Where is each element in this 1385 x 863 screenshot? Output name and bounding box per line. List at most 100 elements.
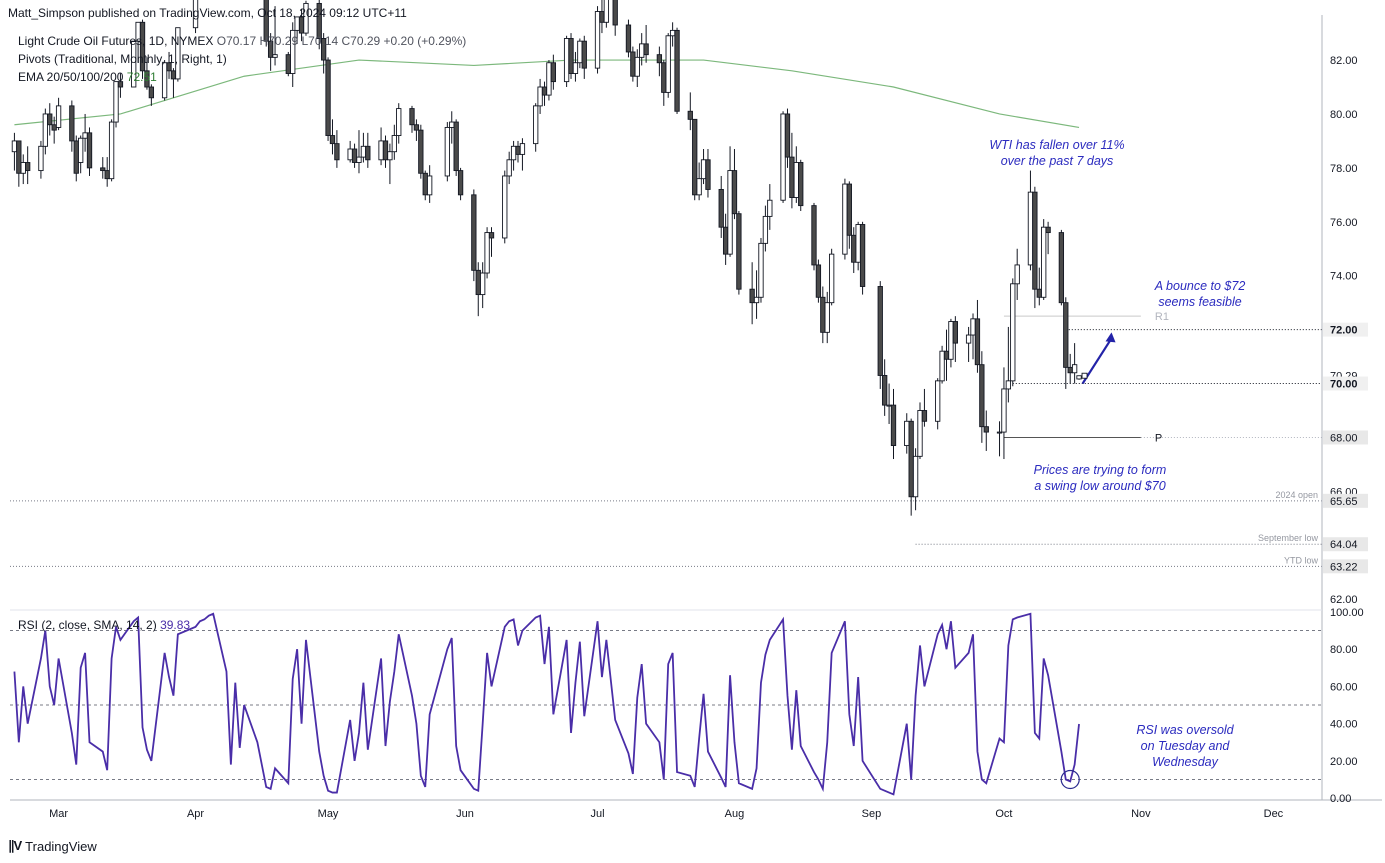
- candle: [320, 33, 327, 74]
- candle-body: [144, 70, 150, 88]
- candle: [38, 140, 44, 179]
- candle: [409, 105, 415, 133]
- rsi-tick-label: 40.00: [1330, 719, 1358, 731]
- candle-body: [581, 40, 587, 69]
- candle-body: [974, 318, 981, 366]
- legend-symbol-name: Light Crude Oil Futures, 1D, NYMEX: [18, 34, 214, 48]
- candle: [480, 262, 486, 309]
- tradingview-logo[interactable]: ∥V TradingView: [8, 838, 97, 854]
- candle-body: [877, 286, 883, 376]
- candle: [471, 189, 477, 282]
- candle-body: [139, 21, 146, 72]
- price-label: 72.00: [1330, 325, 1358, 337]
- candle: [285, 51, 291, 77]
- candle: [1041, 219, 1047, 300]
- candle: [1014, 248, 1020, 300]
- candle-body: [453, 121, 459, 172]
- candle: [108, 119, 115, 182]
- candle-body: [550, 62, 557, 83]
- candle-body: [25, 162, 31, 172]
- last-price-marker: [1081, 372, 1088, 379]
- legend-ema-label: EMA 20/50/100/200: [18, 70, 124, 84]
- candle: [780, 111, 786, 203]
- candle-body: [563, 38, 570, 83]
- candle: [418, 124, 424, 179]
- month-tick-label: Jun: [456, 808, 474, 820]
- candle-body: [409, 108, 415, 126]
- candle-body: [1001, 388, 1007, 433]
- candle: [537, 78, 543, 114]
- candle: [457, 167, 464, 201]
- candle-body: [316, 2, 322, 39]
- candle: [325, 57, 331, 141]
- legend-rsi[interactable]: RSI (2, close, SMA, 14, 2) 39.83: [18, 618, 190, 632]
- candle-body: [303, 2, 309, 34]
- level-label: YTD low: [1284, 555, 1319, 565]
- candle-body: [921, 410, 928, 422]
- candle-body: [427, 175, 433, 196]
- legend-symbol[interactable]: Light Crude Oil Futures, 1D, NYMEX O70.1…: [18, 34, 466, 48]
- candle: [753, 270, 760, 319]
- note-line: a swing low around $70: [1034, 479, 1166, 493]
- bounce-arrow-head: [1105, 332, 1116, 343]
- level-label: September low: [1258, 533, 1319, 543]
- candle: [303, 0, 309, 36]
- candle: [731, 149, 738, 220]
- candle: [882, 359, 888, 416]
- candle: [979, 351, 985, 443]
- candle-body: [488, 232, 495, 239]
- legend-ema[interactable]: EMA 20/50/100/200 72.51: [18, 70, 157, 84]
- candle: [696, 162, 702, 201]
- candle-body: [131, 40, 137, 88]
- candle: [749, 262, 755, 325]
- price-label: 65.65: [1330, 496, 1358, 508]
- candle: [687, 92, 693, 131]
- candle-body: [541, 86, 548, 96]
- candle-body: [943, 350, 950, 360]
- candle-body: [696, 178, 702, 196]
- candle: [890, 388, 897, 460]
- candle-body: [73, 140, 79, 174]
- candle-body: [855, 224, 861, 263]
- candle: [427, 165, 433, 203]
- candle-body: [762, 215, 769, 244]
- price-tick-label: 62.00: [1330, 594, 1358, 606]
- candle: [643, 25, 649, 63]
- candle-body: [1010, 283, 1016, 382]
- candle-body: [749, 288, 755, 304]
- candle-body: [793, 162, 799, 198]
- candle: [365, 132, 371, 168]
- candle-body: [1032, 191, 1038, 290]
- candle-body: [842, 183, 848, 255]
- candle-body: [811, 205, 817, 266]
- candle: [148, 84, 155, 106]
- candle-body: [882, 375, 888, 406]
- candle-body: [687, 110, 693, 120]
- candle-body: [42, 113, 48, 147]
- candle: [161, 60, 168, 101]
- candle-body: [700, 159, 707, 180]
- note-line: on Tuesday and: [1140, 739, 1230, 753]
- month-tick-label: Jul: [590, 808, 604, 820]
- month-tick-label: Apr: [187, 808, 204, 820]
- price-label-box: [1323, 537, 1368, 552]
- candle-body: [546, 62, 552, 96]
- candle-body: [577, 40, 583, 64]
- candle-body: [692, 118, 698, 196]
- candle-body: [69, 105, 75, 142]
- rsi-tick-label: 0.00: [1330, 793, 1351, 805]
- rsi-tick-label: 20.00: [1330, 756, 1358, 768]
- candle-body: [758, 242, 764, 298]
- candle: [815, 259, 822, 303]
- candle: [674, 27, 680, 114]
- candle-body: [11, 140, 18, 153]
- candle-body: [1036, 288, 1042, 298]
- candle-body: [665, 35, 671, 93]
- candle: [550, 54, 557, 90]
- candle-body: [396, 108, 402, 136]
- candle-body: [82, 132, 88, 139]
- level-label: P: [1155, 432, 1162, 444]
- candle: [612, 0, 618, 36]
- legend-pivots[interactable]: Pivots (Traditional, Monthly, 1, Right, …: [18, 52, 227, 66]
- candle-body: [360, 145, 367, 158]
